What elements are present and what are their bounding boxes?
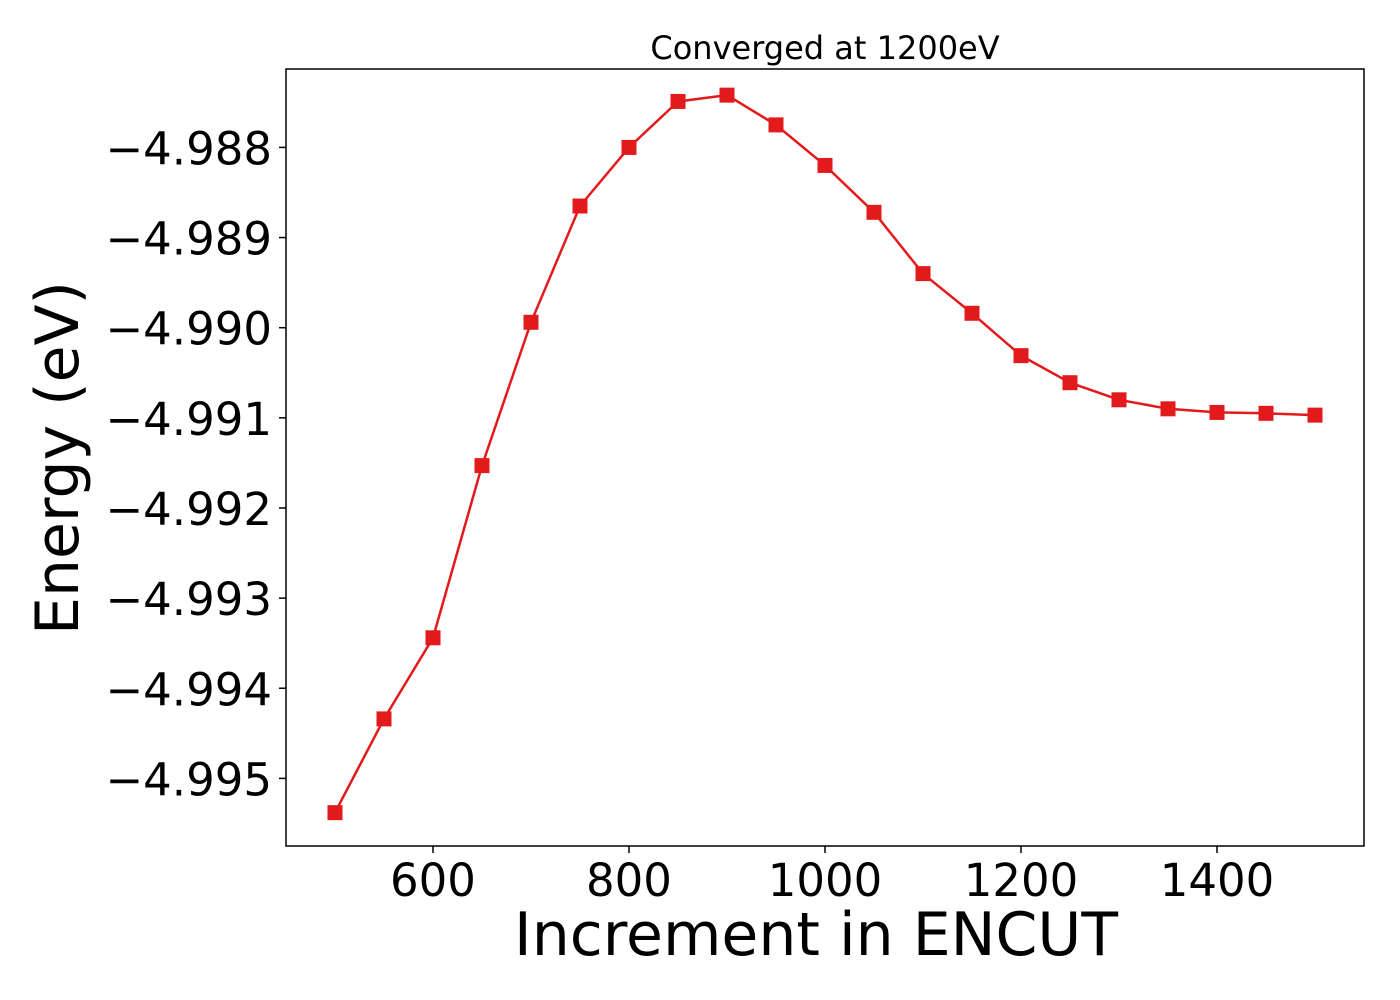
y-tick-label: −4.989 xyxy=(105,213,272,266)
y-tick-label: −4.991 xyxy=(105,393,272,446)
data-point-900 xyxy=(719,87,735,103)
data-point-1400 xyxy=(1209,404,1225,420)
data-point-800 xyxy=(621,139,637,155)
x-axis-label: Increment in ENCUT xyxy=(514,900,1118,970)
data-point-600 xyxy=(425,630,441,646)
data-point-1250 xyxy=(1062,375,1078,391)
plot-area xyxy=(327,87,1323,821)
data-point-700 xyxy=(523,314,539,330)
x-tick-label: 1400 xyxy=(1160,854,1275,907)
y-axis: −4.988 −4.989 −4.990 −4.991 −4.992 −4.993 −4.9… xyxy=(105,122,286,806)
x-tick-label: 1200 xyxy=(964,854,1079,907)
data-point-1200 xyxy=(1013,348,1029,364)
data-point-1500 xyxy=(1307,407,1323,423)
x-tick-label: 800 xyxy=(586,854,672,907)
y-tick-label: −4.995 xyxy=(105,753,272,806)
data-point-550 xyxy=(376,711,392,727)
data-point-1450 xyxy=(1258,405,1274,421)
chart-title: Converged at 1200eV xyxy=(650,29,999,67)
y-tick-label: −4.994 xyxy=(105,663,272,716)
data-point-1150 xyxy=(964,305,980,321)
x-axis: 600 800 1000 1200 1400 xyxy=(390,846,1274,907)
y-tick-label: −4.988 xyxy=(105,122,272,175)
plot-frame xyxy=(285,68,1365,847)
y-tick-label: −4.992 xyxy=(105,483,272,536)
y-tick-label: −4.993 xyxy=(105,573,272,626)
data-point-1100 xyxy=(915,266,931,282)
data-point-1000 xyxy=(817,157,833,173)
x-tick-label: 1000 xyxy=(768,854,883,907)
y-tick-label: −4.990 xyxy=(105,303,272,356)
y-axis-label: Energy (eV) xyxy=(23,281,93,635)
data-point-1300 xyxy=(1111,392,1127,408)
data-point-1050 xyxy=(866,204,882,220)
data-point-950 xyxy=(768,117,784,133)
data-point-650 xyxy=(474,458,490,474)
data-point-1350 xyxy=(1160,401,1176,417)
data-point-750 xyxy=(572,198,588,214)
data-point-850 xyxy=(670,93,686,109)
x-tick-label: 600 xyxy=(390,854,476,907)
series-line xyxy=(333,93,1316,814)
data-point-500 xyxy=(327,805,343,821)
